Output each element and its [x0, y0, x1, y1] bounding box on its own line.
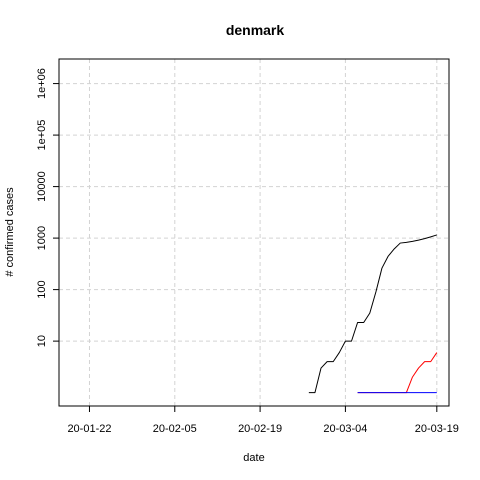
x-tick-label: 20-01-22 [67, 423, 111, 435]
y-tick-label: 1e+05 [36, 120, 48, 151]
series-layer [309, 235, 437, 393]
y-tick-label: 10000 [36, 171, 48, 202]
axes: 20-01-22 20-02-05 20-02-19 20-03-04 20-03-19… [36, 68, 459, 435]
series-line-2 [358, 353, 437, 393]
x-tick-label: 20-03-19 [415, 423, 459, 435]
x-tick-label: 20-03-04 [323, 423, 367, 435]
chart-title: denmark [226, 22, 285, 38]
x-tick-label: 20-02-05 [153, 423, 197, 435]
grid [59, 59, 449, 406]
x-tick-label: 20-02-19 [238, 423, 282, 435]
y-tick-label: 1000 [36, 226, 48, 250]
y-tick-label: 10 [36, 335, 48, 347]
x-axis-label: date [243, 452, 264, 464]
plot-frame [59, 59, 449, 406]
y-axis-label: # confirmed cases [4, 187, 16, 277]
y-tick-label: 100 [36, 280, 48, 298]
y-tick-label: 1e+06 [36, 68, 48, 99]
